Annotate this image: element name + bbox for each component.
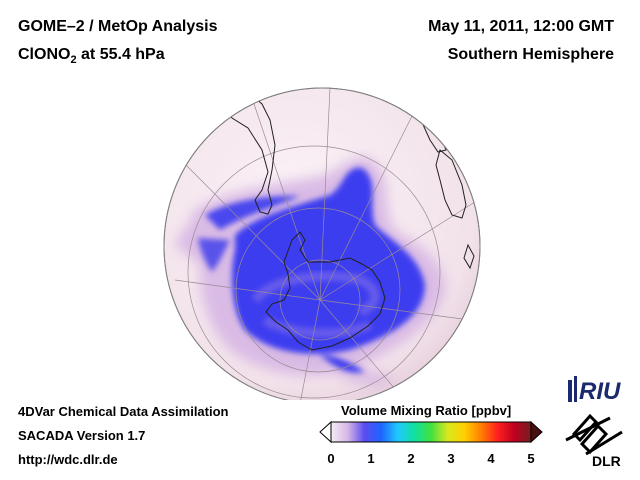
map-title: GOME–2 / MetOp Analysis [18, 18, 218, 35]
colorbar-tick-label: 0 [327, 451, 335, 466]
colorbar-under-arrow [319, 420, 332, 444]
species-title: ClONO2 at 55.4 hPa [18, 46, 165, 66]
pressure-level: at 55.4 hPa [76, 46, 165, 63]
colorbar-title: Volume Mixing Ratio [ppbv] [341, 403, 512, 418]
australia-coast [435, 149, 467, 219]
riu-logo: RIU [568, 376, 621, 405]
colorbar [319, 420, 543, 444]
footer-url-link[interactable]: http://wdc.dlr.de [18, 452, 118, 467]
colorbar-tick-label: 4 [487, 451, 495, 466]
field-swirl [251, 271, 380, 338]
globe-map [163, 87, 481, 400]
south-america-coast [214, 89, 276, 215]
new-zealand-coast [463, 243, 475, 270]
colorbar-tick-label: 2 [407, 451, 415, 466]
colorbar-over-arrow [530, 420, 543, 444]
colorbar-gradient [330, 421, 532, 443]
date-label: May 11, 2011, 12:00 GMT [428, 18, 614, 35]
species-name: ClONO [18, 46, 71, 63]
colorbar-tick-label: 1 [367, 451, 375, 466]
footer-method: 4DVar Chemical Data Assimilation [18, 404, 229, 419]
footer-version: SACADA Version 1.7 [18, 428, 146, 443]
colorbar-tick-label: 5 [527, 451, 535, 466]
dlr-logo: DLR [565, 413, 623, 469]
hemisphere-label: Southern Hemisphere [447, 46, 614, 63]
graticule [174, 88, 479, 400]
colorbar-tick-label: 3 [447, 451, 455, 466]
dlr-logo-text: DLR [592, 453, 621, 469]
antarctica-coast [265, 231, 386, 351]
species-subscript: 2 [70, 54, 77, 67]
riu-logo-text: RIU [579, 378, 621, 405]
